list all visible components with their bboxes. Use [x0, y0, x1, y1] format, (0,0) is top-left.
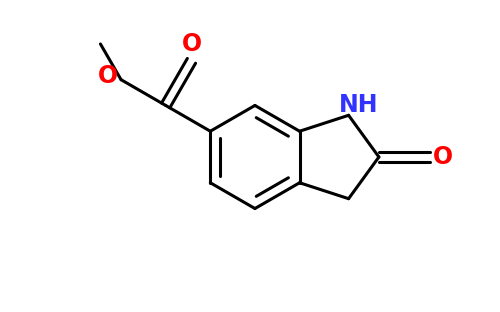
Text: O: O — [98, 64, 118, 88]
Text: O: O — [434, 145, 454, 169]
Text: NH: NH — [339, 93, 378, 117]
Text: O: O — [182, 32, 202, 56]
